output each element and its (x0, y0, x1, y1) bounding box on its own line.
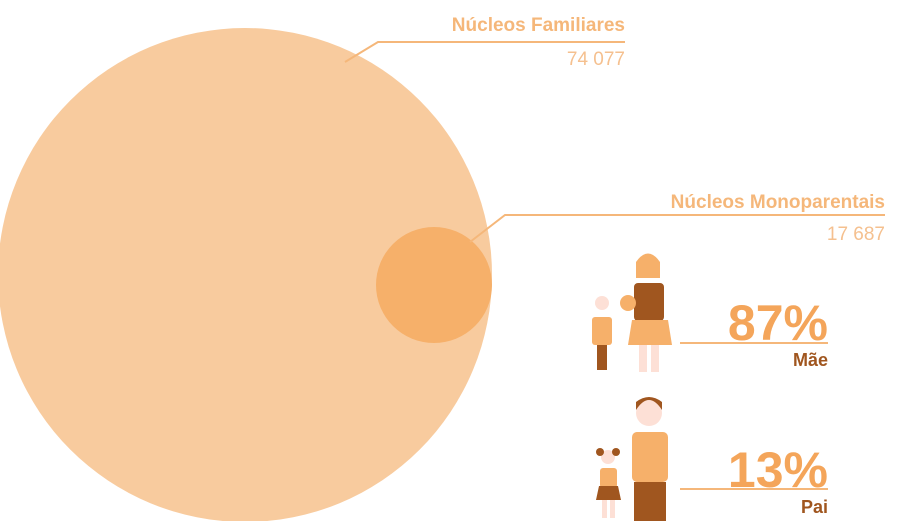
father-label: Pai (801, 497, 828, 517)
single-parent-label: Núcleos Monoparentais (671, 192, 885, 213)
mother-label: Mãe (793, 350, 828, 370)
families-label: Núcleos Familiares (452, 15, 625, 36)
father-child-icon (596, 397, 668, 521)
father-percent: 13% (728, 442, 828, 498)
single-parent-value: 17 687 (827, 224, 885, 245)
single-parent-leader (470, 215, 885, 242)
single-parent-circle (376, 227, 492, 343)
infographic: Núcleos Familiares 74 077 Núcleos Monopa… (0, 0, 900, 521)
mother-percent: 87% (728, 295, 828, 351)
families-value: 74 077 (567, 49, 625, 70)
mother-child-icon (592, 254, 672, 373)
